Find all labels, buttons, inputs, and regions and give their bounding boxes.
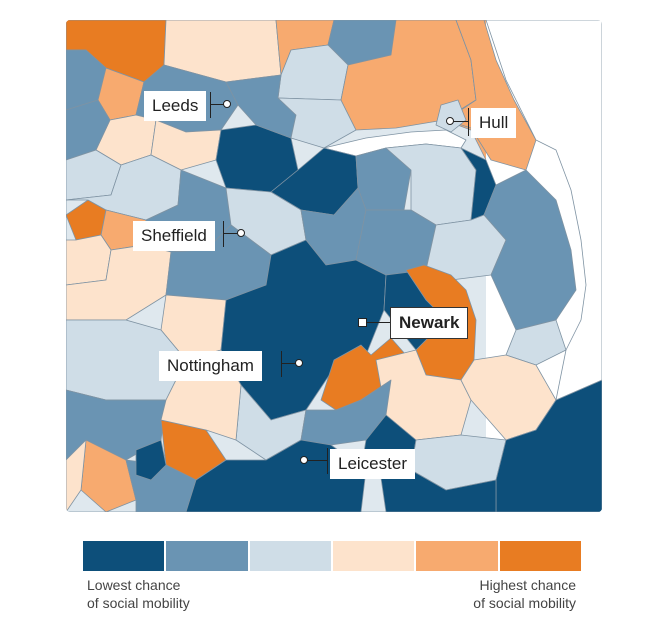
city-label-newark: Newark [390, 307, 469, 339]
city-label-nottingham: Nottingham [159, 351, 262, 381]
legend-low-label: Lowest chance of social mobility [87, 576, 190, 612]
leader-tick [281, 351, 282, 377]
region[interactable] [66, 99, 111, 161]
leader-tick [468, 108, 469, 136]
sea [485, 20, 602, 401]
leader-line [210, 104, 226, 105]
region[interactable] [435, 99, 467, 133]
legend-swatch-4 [332, 541, 415, 571]
legend-low-line2: of social mobility [87, 595, 190, 611]
region[interactable] [66, 439, 87, 512]
legend-high-line2: of social mobility [473, 595, 576, 611]
city-label-sheffield: Sheffield [133, 221, 215, 251]
map-svg [66, 20, 602, 512]
region[interactable] [66, 234, 112, 286]
legend-color-scale [83, 541, 581, 571]
legend-swatch-2 [166, 541, 248, 571]
leader-line [281, 363, 296, 364]
legend-swatch-5 [416, 541, 498, 571]
legend-swatch-6 [499, 541, 581, 571]
legend-swatch-1 [83, 541, 165, 571]
leader-line [223, 233, 237, 234]
city-label-hull: Hull [471, 108, 517, 138]
legend-high-label: Highest chance of social mobility [473, 576, 576, 612]
legend-high-line1: Highest chance [479, 577, 576, 593]
city-marker-nottingham[interactable] [295, 359, 303, 367]
leader-tick [327, 448, 328, 474]
region[interactable] [505, 319, 567, 366]
leader-line [452, 121, 468, 122]
city-marker-hull[interactable] [446, 117, 454, 125]
city-label-leeds: Leeds [144, 91, 207, 121]
city-marker-sheffield[interactable] [237, 229, 245, 237]
city-label-leicester: Leicester [330, 449, 415, 479]
legend-low-line1: Lowest chance [87, 577, 181, 593]
leader-tick [223, 221, 224, 247]
choropleth-map[interactable] [66, 20, 602, 512]
leader-line [367, 322, 391, 323]
city-marker-leeds[interactable] [223, 100, 231, 108]
region[interactable] [135, 439, 167, 481]
leader-line [307, 460, 327, 461]
region[interactable] [185, 439, 367, 512]
legend-swatch-3 [249, 541, 331, 571]
region[interactable] [483, 169, 577, 331]
city-marker-newark[interactable] [358, 318, 367, 327]
leader-tick [210, 92, 211, 118]
